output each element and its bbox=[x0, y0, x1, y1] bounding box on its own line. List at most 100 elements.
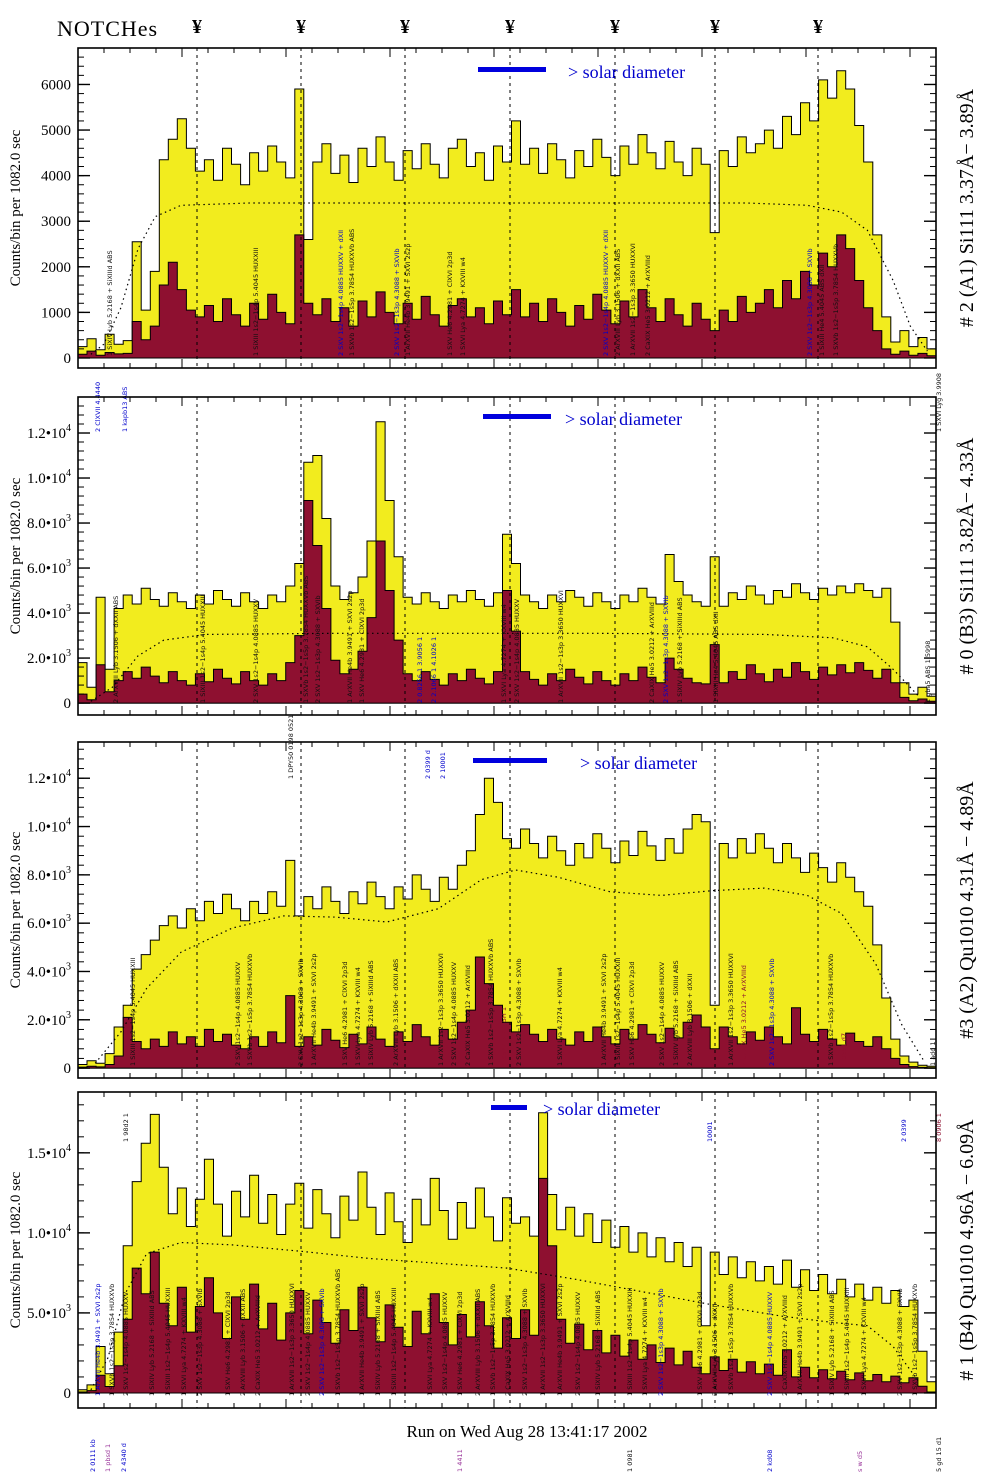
below-axis-annotation: 2 ClXVII 4.4440 bbox=[94, 382, 102, 432]
line-id-annotation: 2 SXV 1s2−1s3p 4.3088 + SXVIb bbox=[662, 595, 670, 703]
line-id-annotation: 2 SXV 1s2−1s3p 4.3088 + SXVIb bbox=[297, 958, 305, 1066]
histogram-background-counts bbox=[77, 234, 937, 359]
below-axis-annotation: 8 0906 1 bbox=[935, 1113, 943, 1142]
below-axis-annotation: 2 kd08 bbox=[766, 1450, 774, 1472]
line-id-annotation: 1 ArXVII 1s2−1s3p 3.3650 HUXXVI bbox=[437, 953, 445, 1066]
y-tick-label: 1.5•104 bbox=[27, 1143, 71, 1162]
line-id-annotation: 2 CaXIX He5 3.0212 + ArXVIIId bbox=[504, 1295, 512, 1396]
line-id-annotation: 1 9577 B 7045H 1 bbox=[500, 1007, 508, 1066]
line-id-annotation: 1 SXV He6 4.2981 + ClXVI 2p3d bbox=[628, 962, 636, 1066]
line-id-annotation: 2 SXV 1s2−1s3p 4.3088 + SXVIb bbox=[768, 958, 776, 1066]
line-id-annotation: 1 SXVb 1s2−1s5p 3.7854 HUXXVb ABS bbox=[334, 1269, 342, 1396]
line-id-annotation: 1 SiXIII 1s2−1s4p 5.4045 HUXXIII bbox=[390, 1287, 398, 1396]
below-axis-annotation: 2 10001 bbox=[439, 752, 447, 779]
line-id-annotation: 2 CaXIX He5 3.0212 + ArXVIIId bbox=[464, 965, 472, 1066]
y-tick-label: 6.0•103 bbox=[27, 558, 71, 577]
notch-yen-marker: ¥ bbox=[813, 16, 823, 38]
line-id-annotation: 1 SiXIII He4 5.4045 ABS dXII bbox=[818, 264, 826, 356]
notch-yen-marker: ¥ bbox=[400, 16, 410, 38]
line-id-annotation: 1 SiXIV Lyb 5.2168 + SiXIIId ABS bbox=[374, 1290, 382, 1396]
line-id-annotation: 2 CaXIX He5 3.0212 + ArXVIIId bbox=[740, 965, 748, 1066]
line-id-annotation: 2 SXV 1s2−1s4p 4.0885 HUXXV bbox=[658, 961, 666, 1066]
line-id-annotation: 2 SXV 1s2−1s4p 4.0885 HUXXV bbox=[766, 1291, 774, 1396]
solar-diameter-bar bbox=[491, 1105, 527, 1110]
line-id-annotation: 1 adg 1 bbox=[929, 1041, 937, 1066]
line-id-annotation: 1 SiXIV Lyb 5.2168 + SiXIIId ABS bbox=[672, 960, 680, 1066]
y-axis-title: Counts/bin per 1082.0 sec bbox=[8, 129, 24, 286]
line-id-annotation: 1 SXVI Lya 4.7274 + KXVIII w4 bbox=[180, 1297, 188, 1396]
panel-frame bbox=[77, 1091, 937, 1409]
line-id-annotation: 1 SiXIV Lyb 5.2168 + SiXIIId ABS bbox=[828, 1290, 836, 1396]
line-id-annotation: 2 SXV 1s2−1s4p 4.0885 HUXXV bbox=[450, 961, 458, 1066]
line-id-annotation: 2 SXV 1s2−1s3p 4.3088 + SXVIb bbox=[896, 1288, 904, 1396]
line-id-annotation: 1 SXV He6 4.2981 + ClXVI 2p3d bbox=[224, 1292, 232, 1396]
panel-3: 1 SiXIII 1s2−1s4p 5.4045 HUXXIII 2 SXV 1s… bbox=[8, 741, 978, 1142]
y-tick-label: 2.0•103 bbox=[27, 1010, 71, 1029]
panel-frame bbox=[77, 396, 937, 716]
y-tick-label: 6000 bbox=[41, 77, 71, 93]
line-id-annotation: 1 SXVb 1s2−1s5p 3.7854 HUXXVb bbox=[827, 954, 835, 1066]
solar-diameter-bar bbox=[478, 67, 546, 72]
line-id-annotation: 1 SXV He6 4.2981 + ClXVI 2p3d bbox=[446, 252, 454, 356]
below-axis-annotation: 1 DPY50 0198 0521 bbox=[287, 715, 295, 779]
line-id-annotation: 1 SiXIV Lyb 5.2168 + SiXIIId ABS bbox=[676, 597, 684, 703]
dotted-envelope-curve bbox=[94, 869, 924, 1064]
line-id-annotation: 1 SiXIV Lyb 5.2168 + SiXIIId ABS bbox=[594, 1290, 602, 1396]
line-id-annotation: 2 SXV 1s2−1s4p 4.0885 HUXXV bbox=[234, 961, 242, 1066]
line-id-annotation: 1 ArXVII He4b 3.9491 + SXVI 2s2p bbox=[404, 244, 412, 356]
y-tick-label: 3000 bbox=[41, 214, 71, 230]
line-id-annotation: 2 SXV 1s2−1s3p 4.3088 + SXVIb bbox=[314, 595, 322, 703]
line-id-annotation: 2 ArXVIII Lyb 3.1506 + dXXII bbox=[686, 974, 694, 1066]
below-axis-annotation: 1 pbsd 1 bbox=[104, 1444, 112, 1472]
line-id-annotation: 1 ArXVII 1s2−1s3p 3.3650 HUXXVI bbox=[539, 1283, 547, 1396]
below-axis-annotation: 1 SXVI Lyg 3.9908 bbox=[935, 373, 943, 432]
histogram-background-counts bbox=[77, 1177, 937, 1394]
line-id-annotation: 2 CaXIX He5 3.0212 + ArXVIIId bbox=[644, 255, 652, 356]
line-id-annotation: 2 SXV 1s2−1s4p 4.0885 HUXXV + dXII bbox=[602, 230, 610, 356]
panel-frame bbox=[77, 47, 937, 369]
line-id-annotation: 1 SXV He6 4.2981 + ClXVI 2p3d bbox=[696, 1292, 704, 1396]
line-id-annotation: 2 SXV 1s2−1s4p 4.0885 HUXXV bbox=[122, 1291, 130, 1396]
line-id-annotation: 1 ArXVII He4b 3.9491 + SXVI 2s2p bbox=[346, 591, 354, 703]
y-tick-label: 8.0•103 bbox=[27, 513, 71, 532]
y-axis-title: Counts/bin per 1082.0 sec bbox=[8, 477, 24, 634]
y-tick-label: 1.0•104 bbox=[27, 1223, 71, 1242]
line-id-annotation: 1 SXVI Lya 4.7274 + KXVIII w4 bbox=[459, 257, 467, 356]
line-id-annotation: 1 SXVI Lya 4.7274 + KXVIII w4 bbox=[641, 1297, 649, 1396]
channel-range-label: # 0 (B3) Si111 3.82Å− 4.33Å bbox=[956, 437, 978, 675]
line-id-annotation: 1 SiXIV Lyb 5.2168 + SiXIIId ABS bbox=[106, 250, 114, 356]
notch-yen-marker: ¥ bbox=[296, 16, 306, 38]
dotted-envelope-curve bbox=[90, 1241, 920, 1391]
y-tick-label: 0 bbox=[64, 1386, 72, 1402]
histogram-background-counts bbox=[77, 500, 937, 704]
line-id-annotation: 1 SXV He6 4.2981 + ClXVI 2p3d bbox=[341, 962, 349, 1066]
line-id-annotation: 1 ArXVII 1s2−1s3p 3.3650 HUXXVI bbox=[727, 953, 735, 1066]
line-id-annotation: 1 SiXIII 1s2−1s4p 5.4045 HUXXIII bbox=[626, 1287, 634, 1396]
line-id-annotation: 2 SXV 1s2−1s4p 4.0885 HUXXV bbox=[304, 1291, 312, 1396]
line-id-annotation: 2 ArXVIII Lyb 3.1506 + dXXII ABS bbox=[112, 596, 120, 703]
line-id-annotation: 1 SXVI Lya 4.7274 + KXVIII w4 bbox=[500, 604, 508, 703]
line-id-annotation: 2 CaXIX He5 3.0212 + ArXVIIId bbox=[254, 1295, 262, 1396]
line-id-annotation: 1 SiXIII 1s2−1s4p 5.4045 HUXXIII bbox=[614, 957, 622, 1066]
panel-1: 1 SiXIV Lyb 5.2168 + SiXIIId ABS 1 SiXIII… bbox=[8, 47, 978, 432]
y-tick-label: 2.0•103 bbox=[27, 648, 71, 667]
below-axis-annotation: 2 0399 bbox=[900, 1119, 908, 1142]
line-id-annotation: 2 SXV 1s2−1s4p 4.0885 HUXXV bbox=[574, 1291, 582, 1396]
below-axis-annotation: 2 0111 kb bbox=[89, 1439, 97, 1472]
line-id-annotation: 1 SXV He6 4.2981 + ClXVI 2p3d bbox=[456, 1292, 464, 1396]
panel-frame bbox=[77, 741, 937, 1079]
below-axis-annotation: 2 4340 d bbox=[120, 1443, 128, 1472]
notches-header-label: NOTCHes bbox=[57, 16, 159, 41]
line-id-annotation: 1 SXVI Lya 4.7274 + KXVIII w4 bbox=[354, 967, 362, 1066]
solar-diameter-label: > solar diameter bbox=[568, 62, 685, 82]
line-id-annotation: 2 ArXVIII Lyb 3.1506 + dXXII ABS bbox=[474, 1289, 482, 1396]
below-axis-annotation: 10001 bbox=[706, 1121, 714, 1142]
notch-yen-marker: ¥ bbox=[710, 16, 720, 38]
notch-yen-marker: ¥ bbox=[610, 16, 620, 38]
line-id-annotation: 2 SXV 1s2−1s3p 4.3088 + SXVIb bbox=[806, 248, 814, 356]
line-id-annotation: 1 SXVb 1s2−1s5p 3.7854 HUXXVb bbox=[727, 1284, 735, 1396]
line-id-annotation: 2 SXV 1s2−1s3p 4.3088 + SXVIb bbox=[521, 1288, 529, 1396]
line-id-annotation: 2 ArXVIII Lyb 3.1506 + dXXII bbox=[711, 1304, 719, 1396]
